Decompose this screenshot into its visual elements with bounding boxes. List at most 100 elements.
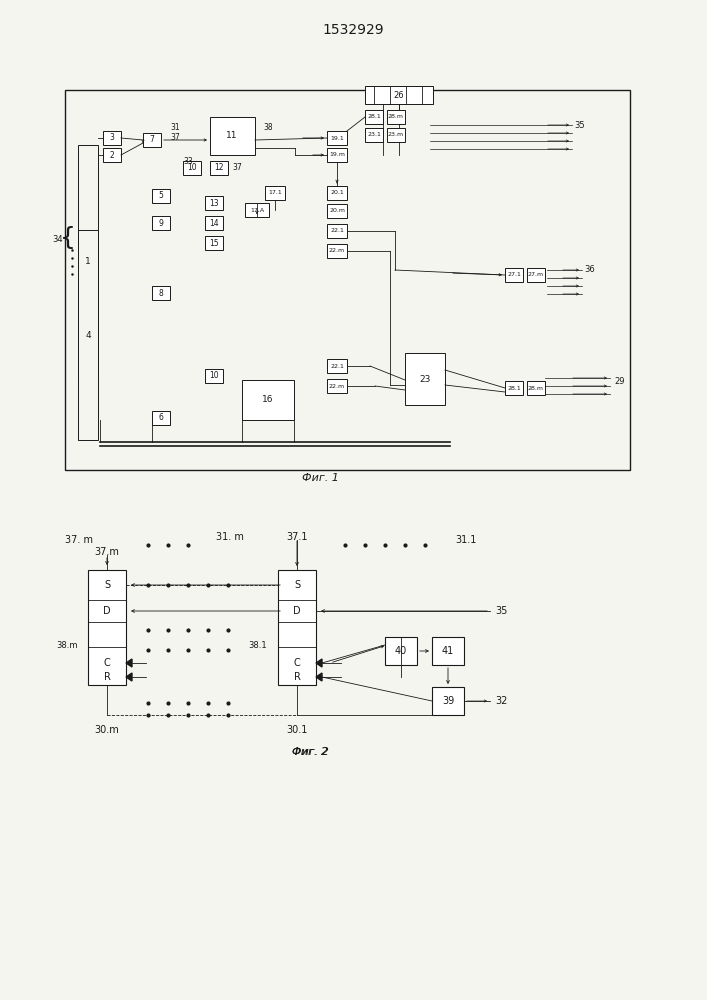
Bar [327,204,347,218]
Bar [278,570,316,685]
Text: Фиг. 1: Фиг. 1 [302,473,339,483]
Bar [527,381,545,395]
Bar [327,379,347,393]
Bar [387,110,405,124]
Text: 3: 3 [110,133,115,142]
Bar [205,196,223,210]
Text: 7: 7 [150,135,154,144]
Bar [245,203,269,217]
Text: 20.m: 20.m [329,209,345,214]
Bar [65,90,630,470]
Bar [78,145,98,380]
Bar [103,131,121,145]
Text: 22.m: 22.m [329,383,345,388]
Text: S: S [294,580,300,590]
Text: 28.m: 28.m [388,114,404,119]
Text: 4: 4 [85,330,90,340]
Text: 36: 36 [585,265,595,274]
Text: 37.m: 37.m [95,547,119,557]
Text: 14: 14 [209,219,218,228]
Bar [365,110,383,124]
Text: 34: 34 [53,235,64,244]
Text: 27.m: 27.m [528,272,544,277]
Text: 37: 37 [170,133,180,142]
Text: 1532929: 1532929 [322,23,384,37]
Text: 40: 40 [395,646,407,656]
Text: 6: 6 [158,414,163,422]
Bar [387,128,405,142]
Text: 2: 2 [110,150,115,159]
Bar [365,128,383,142]
Text: {: { [60,226,76,250]
Bar [152,189,170,203]
Bar [103,148,121,162]
Text: 37.1: 37.1 [286,532,308,542]
Polygon shape [126,659,132,667]
Text: 15: 15 [209,238,218,247]
Text: R: R [293,672,300,682]
Bar [210,117,255,155]
Bar [152,216,170,230]
Text: 5: 5 [158,192,163,200]
Text: 28.1: 28.1 [507,385,521,390]
Text: C: C [104,658,110,668]
Text: 30.m: 30.m [95,725,119,735]
Bar [327,186,347,200]
Text: 31: 31 [170,122,180,131]
Text: 35: 35 [575,120,585,129]
Bar [242,380,294,420]
Text: 38.m: 38.m [57,641,78,650]
Text: D: D [293,606,300,616]
Bar [265,186,285,200]
Text: 38.1: 38.1 [248,641,267,650]
Text: 41: 41 [442,646,454,656]
Bar [152,286,170,300]
Text: 23.1: 23.1 [367,132,381,137]
Text: 29: 29 [615,377,625,386]
Text: 35: 35 [495,606,508,616]
Text: 37. m: 37. m [65,535,93,545]
Text: 13: 13 [209,198,218,208]
Text: Фиг. 2: Фиг. 2 [291,747,329,757]
Text: 10: 10 [209,371,218,380]
Text: D: D [103,606,111,616]
Bar [405,353,445,405]
Bar [385,637,417,665]
Text: 19.m: 19.m [329,152,345,157]
Bar [205,369,223,383]
Bar [183,161,201,175]
Text: 37: 37 [232,163,242,172]
Text: 39: 39 [442,696,454,706]
Bar [88,570,126,685]
Bar [327,244,347,258]
Text: 23.m: 23.m [388,132,404,137]
Text: 20.1: 20.1 [330,190,344,196]
Text: S: S [104,580,110,590]
Bar [143,133,161,147]
Polygon shape [316,659,322,667]
Text: 17.A: 17.A [250,208,264,213]
Bar [205,216,223,230]
Text: 10: 10 [187,163,197,172]
Text: 26: 26 [394,91,404,100]
Text: 22.1: 22.1 [330,363,344,368]
Text: 11: 11 [226,131,238,140]
Text: Φиг. 2: Φиг. 2 [292,747,328,757]
Bar [210,161,228,175]
Text: 16: 16 [262,395,274,404]
Bar [505,381,523,395]
Text: 32: 32 [495,696,508,706]
Text: 28.m: 28.m [528,385,544,390]
Text: 28.1: 28.1 [367,114,381,119]
Polygon shape [316,673,322,681]
Text: 12: 12 [214,163,223,172]
Text: 23: 23 [419,374,431,383]
Text: 38: 38 [263,123,273,132]
Bar [327,224,347,238]
Text: R: R [103,672,110,682]
Text: C: C [293,658,300,668]
Text: 30.1: 30.1 [286,725,308,735]
Bar [365,86,433,104]
Text: 22.1: 22.1 [330,229,344,233]
Bar [327,359,347,373]
